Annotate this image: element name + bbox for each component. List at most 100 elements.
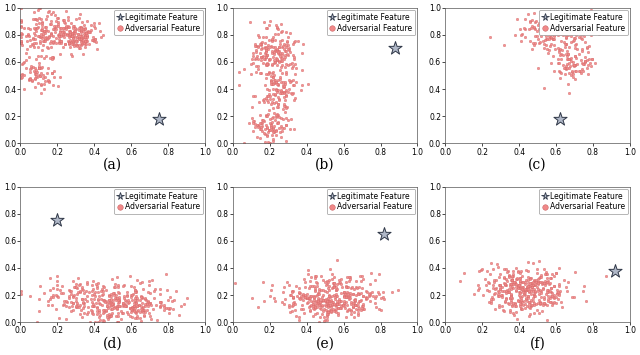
- Point: [554, 29, 564, 35]
- Point: [268, 80, 278, 86]
- Point: [31, 73, 42, 78]
- Point: [494, 283, 504, 288]
- Point: [322, 318, 332, 323]
- Point: [582, 29, 592, 35]
- Point: [518, 289, 528, 294]
- Point: [507, 275, 517, 280]
- Point: [542, 289, 552, 295]
- Point: [268, 81, 278, 87]
- Point: [255, 47, 266, 52]
- Point: [266, 78, 276, 83]
- Point: [246, 296, 257, 301]
- Point: [577, 46, 588, 51]
- Point: [521, 288, 531, 293]
- Point: [524, 295, 534, 300]
- Point: [83, 310, 93, 315]
- Point: [74, 304, 84, 310]
- Point: [148, 288, 159, 294]
- Point: [67, 34, 77, 40]
- Point: [318, 308, 328, 314]
- Point: [552, 11, 562, 17]
- Point: [70, 41, 81, 47]
- Point: [364, 293, 374, 299]
- Point: [518, 287, 528, 293]
- Point: [70, 26, 80, 31]
- Point: [579, 27, 589, 33]
- Point: [87, 299, 97, 305]
- Point: [542, 279, 552, 285]
- Point: [500, 282, 511, 288]
- Point: [61, 299, 71, 304]
- Point: [289, 83, 299, 88]
- Point: [77, 40, 87, 46]
- Point: [262, 44, 272, 50]
- Point: [569, 62, 579, 68]
- Point: [49, 74, 59, 80]
- Point: [505, 309, 515, 315]
- Point: [532, 28, 542, 33]
- Point: [314, 288, 324, 294]
- Point: [63, 304, 74, 310]
- Point: [248, 120, 258, 126]
- Point: [568, 26, 578, 32]
- Point: [271, 55, 281, 61]
- Point: [267, 282, 277, 288]
- Point: [33, 44, 44, 50]
- Point: [300, 279, 310, 285]
- Point: [340, 284, 351, 290]
- Point: [324, 266, 335, 272]
- Point: [323, 299, 333, 305]
- Point: [64, 295, 74, 301]
- Point: [567, 27, 577, 33]
- Point: [537, 279, 547, 285]
- Point: [146, 317, 156, 322]
- Point: [35, 27, 45, 33]
- Point: [563, 56, 573, 62]
- Point: [527, 17, 537, 23]
- Point: [518, 284, 528, 290]
- Point: [586, 20, 596, 26]
- Point: [92, 46, 102, 52]
- Point: [534, 297, 545, 302]
- Point: [584, 24, 595, 29]
- Point: [277, 50, 287, 56]
- Point: [275, 53, 285, 59]
- Point: [506, 294, 516, 300]
- Point: [532, 300, 543, 305]
- Point: [494, 289, 504, 295]
- Point: [288, 288, 298, 293]
- Point: [527, 289, 538, 294]
- Point: [319, 318, 330, 323]
- Point: [263, 93, 273, 98]
- Point: [273, 49, 284, 54]
- Point: [548, 25, 558, 31]
- Point: [276, 134, 287, 140]
- Point: [566, 55, 576, 61]
- Point: [44, 34, 54, 39]
- Point: [54, 37, 64, 42]
- Point: [271, 79, 281, 85]
- Point: [131, 300, 141, 306]
- Point: [255, 70, 265, 76]
- X-axis label: (e): (e): [316, 337, 335, 351]
- Point: [264, 140, 275, 146]
- Point: [278, 79, 289, 85]
- Point: [52, 273, 62, 279]
- Point: [564, 44, 574, 50]
- Point: [371, 293, 381, 299]
- Point: [588, 17, 598, 22]
- Point: [77, 315, 88, 320]
- Point: [93, 280, 104, 286]
- Point: [316, 306, 326, 312]
- Point: [45, 296, 55, 301]
- Point: [134, 302, 144, 308]
- Point: [257, 120, 268, 126]
- Point: [70, 284, 80, 289]
- Point: [145, 290, 155, 296]
- Point: [100, 287, 111, 293]
- Point: [95, 288, 106, 294]
- Point: [301, 295, 312, 301]
- Point: [159, 302, 170, 308]
- Point: [289, 299, 299, 304]
- Point: [351, 306, 361, 312]
